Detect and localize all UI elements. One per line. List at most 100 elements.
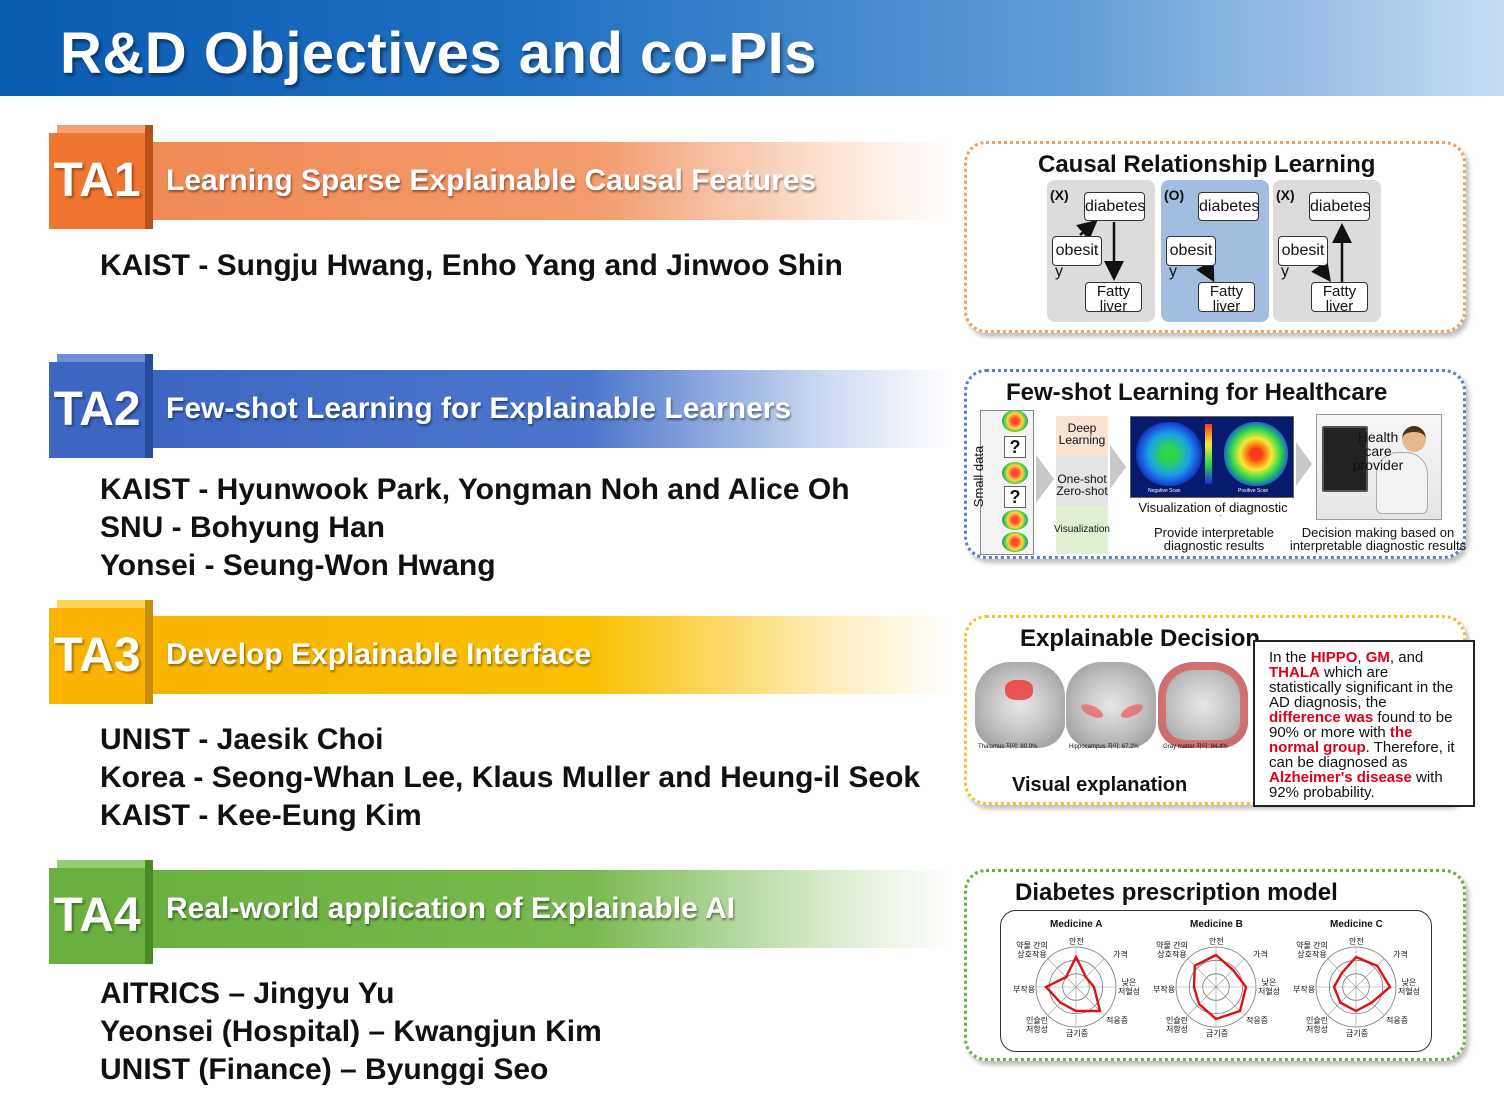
fewshot-panel-title: Few-shot Learning for Healthcare (1006, 379, 1388, 406)
brain-scan-negative (1136, 422, 1202, 486)
radar-b-axis-safety: 안전 (1209, 937, 1224, 946)
medicine-a-label: Medicine A (1050, 919, 1103, 930)
c3-obesity-node: obesit (1278, 236, 1328, 266)
ta4-people: AITRICS – Jingyu Yu Yeonsei (Hospital) –… (100, 975, 602, 1089)
ta1-people: KAIST - Sungju Hwang, Enho Yang and Jinw… (100, 247, 843, 285)
ta1-badge: TA1 (49, 125, 153, 229)
radar-spoke (1187, 958, 1217, 988)
alzheimer-term: Alzheimer's disease (1269, 769, 1412, 786)
radar-spoke (1075, 958, 1105, 988)
arrow-c2-obesity-liver (1196, 260, 1215, 283)
c2-obesity-y: y (1169, 263, 1177, 280)
ta2-person-2: SNU - Bohyung Han (100, 511, 385, 544)
process-arrow-1 (1036, 455, 1054, 503)
causal-tag-2: (O) (1164, 187, 1185, 203)
provider-label: Health care provider (1352, 429, 1404, 473)
radar-c-axis-indication: 적응증 (1386, 1016, 1409, 1025)
radar-profile (1192, 953, 1248, 1021)
c2-liver-node: Fatty liver (1198, 282, 1255, 314)
radar-spoke (1187, 986, 1217, 1016)
thala-term: THALA (1269, 664, 1320, 681)
c2-diabetes-node: diabetes (1198, 192, 1260, 221)
doctor-icon (1376, 452, 1428, 514)
radar-b-axis-side: 부작용 (1153, 985, 1176, 994)
diabetes-panel-title: Diabetes prescription model (1015, 879, 1338, 906)
brain-caption-graymatter: Gray matter 차이: 84.4% (1163, 744, 1228, 750)
radar-a-axis-safety: 안전 (1069, 937, 1084, 946)
c1-obesity-node: obesit (1052, 236, 1102, 266)
radar-profile (1332, 955, 1392, 1013)
medicine-c-label: Medicine C (1330, 919, 1383, 930)
deep-learning-block (1056, 416, 1108, 456)
radar-a-axis-hypo: 낮은 저혈성 (1117, 978, 1141, 996)
brain-thalamus-image (975, 662, 1065, 748)
ta4-label: Real-world application of Explainable AI (166, 892, 735, 925)
process-arrow-3 (1296, 442, 1312, 486)
radar-spoke (1215, 958, 1245, 988)
small-data-strip (980, 410, 1034, 555)
causal-tag-3: (X) (1276, 187, 1295, 203)
radar-a-axis-interaction: 약물 간의 상호작용 (1016, 941, 1048, 959)
radar-b-axis-contra: 금기증 (1206, 1029, 1229, 1038)
color-scale-bar (1205, 424, 1212, 484)
caption-right: Decision making based on interpretable di… (1289, 525, 1467, 553)
visual-explanation-label: Visual explanation (1012, 774, 1188, 796)
brain-graymatter-image (1158, 662, 1248, 748)
c1-diabetes-node: diabetes (1084, 192, 1146, 221)
scan-thumb-3 (1002, 510, 1028, 530)
ta3-person-3: KAIST - Kee-Eung Kim (100, 799, 422, 832)
normal-group-term: the normal group (1269, 724, 1413, 756)
radar-a-axis-insulin: 인슐린 저항성 (1025, 1016, 1049, 1034)
one-shot-block (1056, 456, 1108, 506)
radar-c-axis-hypo: 낮은 저혈성 (1397, 978, 1421, 996)
one-shot-label: One-shot Zero-shot (1056, 472, 1108, 498)
radar-a-axis-side: 부작용 (1013, 985, 1036, 994)
ta3-people: UNIST - Jaesik Choi Korea - Seong-Whan L… (100, 721, 920, 835)
radar-c-axis-price: 가격 (1393, 950, 1408, 959)
ta4-person-1: AITRICS – Jingyu Yu (100, 977, 395, 1010)
ta2-person-3: Yonsei - Seung-Won Hwang (100, 549, 496, 582)
radar-b-axis-insulin: 인슐린 저항성 (1165, 1016, 1189, 1034)
scan-thumb-2 (1002, 462, 1028, 484)
visualization-label: Visualization (1054, 524, 1110, 535)
title-bar: R&D Objectives and co-PIs (0, 0, 1504, 96)
c3-diabetes-node: diabetes (1309, 192, 1371, 221)
ta1-band: Learning Sparse Explainable Causal Featu… (150, 142, 950, 220)
scan-negative-label: Negative Scan (1148, 488, 1181, 494)
radar-spoke (1355, 986, 1385, 1016)
decision-panel-title: Explainable Decision (1020, 625, 1261, 652)
c1-obesity-y: y (1055, 263, 1063, 280)
ta2-badge-text: TA2 (53, 383, 141, 436)
radar-b-axis-price: 가격 (1253, 950, 1268, 959)
arrow-c1-obesity-diabetes (1076, 219, 1098, 241)
deep-learning-label: Deep Learning (1058, 421, 1106, 447)
radar-a-axis-price: 가격 (1113, 950, 1128, 959)
ta3-person-1: UNIST - Jaesik Choi (100, 723, 384, 756)
causal-tag-1: (X) (1050, 187, 1069, 203)
ta2-people: KAIST - Hyunwook Park, Yongman Noh and A… (100, 471, 850, 585)
causal-panel-title: Causal Relationship Learning (1038, 151, 1376, 178)
ta3-band: Develop Explainable Interface (150, 616, 950, 694)
arrow-c3-obesity-liver (1311, 259, 1331, 283)
c3-obesity-y: y (1281, 263, 1289, 280)
ta4-person-2: Yeonsei (Hospital) – Kwangjun Kim (100, 1015, 602, 1048)
ta2-person-1: KAIST - Hyunwook Park, Yongman Noh and A… (100, 473, 850, 506)
difference-term: difference was (1269, 709, 1374, 726)
radar-b-axis-hypo: 낮은 저혈성 (1257, 978, 1281, 996)
radar-b-axis-interaction: 약물 간의 상호작용 (1156, 941, 1188, 959)
ta3-badge-text: TA3 (53, 629, 141, 682)
ta3-label: Develop Explainable Interface (166, 638, 592, 671)
radar-a-axis-contra: 금기증 (1066, 1029, 1089, 1038)
ta3-person-2: Korea - Seong-Whan Lee, Klaus Muller and… (100, 761, 921, 794)
radar-spoke (1327, 986, 1357, 1016)
radar-c-axis-safety: 안전 (1349, 937, 1364, 946)
radar-c-axis-side: 부작용 (1293, 985, 1316, 994)
ta2-badge: TA2 (49, 354, 153, 458)
page-title: R&D Objectives and co-PIs (60, 21, 818, 86)
c1-liver-node: Fatty liver (1085, 282, 1142, 314)
ta1-label: Learning Sparse Explainable Causal Featu… (166, 164, 817, 197)
ta4-badge: TA4 (49, 860, 153, 964)
